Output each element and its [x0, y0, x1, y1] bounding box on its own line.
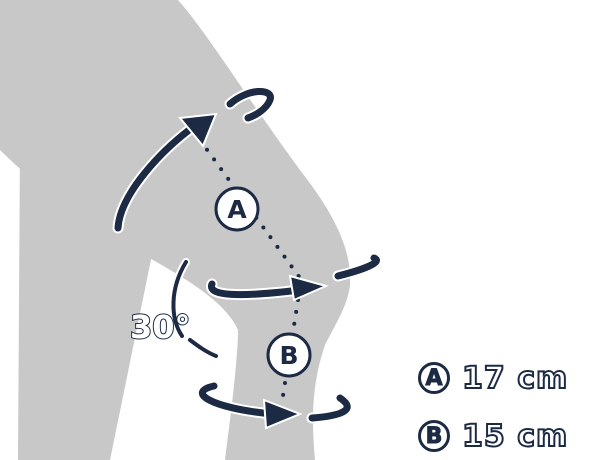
angle-arc	[169, 258, 220, 360]
curved-arrow-icon	[206, 252, 382, 302]
marker-b: B	[266, 332, 312, 378]
legend-item-b: B 15 cm	[418, 416, 594, 456]
legend-badge-b: B	[418, 420, 450, 452]
marker-b-label: B	[279, 341, 298, 370]
marker-a: A	[214, 186, 260, 232]
angle-label: 30°	[130, 308, 191, 346]
legend-item-a: A 17 cm	[418, 358, 594, 398]
curved-arrow-icon	[112, 86, 276, 234]
curved-arrow-icon	[196, 380, 353, 430]
marker-a-label: A	[227, 195, 247, 224]
front-leg-shape	[0, 0, 351, 460]
legend-value-b: 15 cm	[461, 418, 569, 455]
legend-value-a: 17 cm	[461, 360, 569, 397]
legend-badge-a: A	[418, 362, 450, 394]
